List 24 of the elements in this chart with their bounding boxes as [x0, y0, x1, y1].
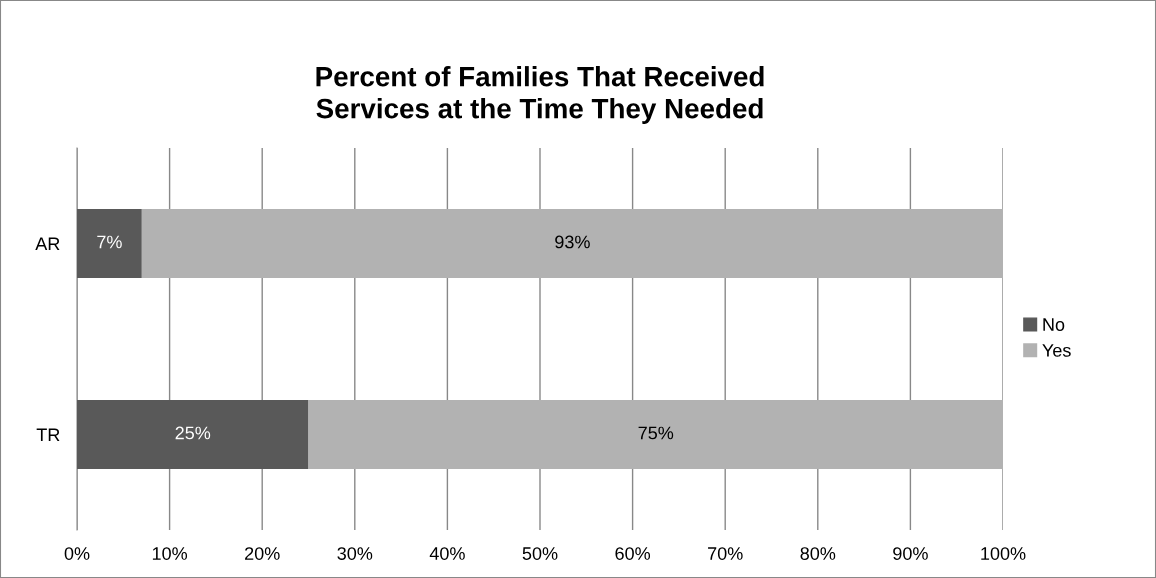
data-label: 25% — [175, 426, 211, 440]
x-tick-label: 60% — [615, 547, 651, 560]
legend-label: Yes — [1042, 344, 1071, 357]
x-tick-label: 100% — [981, 547, 1026, 560]
bar — [77, 400, 309, 469]
x-tick-label: 30% — [337, 547, 373, 560]
x-tick-label: 70% — [708, 547, 743, 560]
x-tick-label: 80% — [800, 547, 836, 560]
x-tick-label: 50% — [522, 547, 558, 560]
legend-label: No — [1043, 318, 1065, 331]
data-label: 75% — [638, 426, 674, 440]
y-tick-label: TR — [36, 428, 60, 442]
bar — [308, 400, 1003, 469]
data-label: 7% — [97, 235, 122, 249]
y-tick-label: AR — [35, 237, 60, 251]
x-tick-label: 0% — [64, 547, 90, 560]
x-tick-label: 10% — [152, 547, 188, 560]
x-tick-label: 20% — [245, 547, 280, 560]
bar — [141, 209, 1003, 278]
chart-title: Percent of Families That Received Services at the Time They Needed — [316, 66, 764, 124]
x-tick-label: 40% — [429, 547, 465, 560]
x-tick-label: 90% — [893, 547, 928, 560]
bar — [77, 209, 142, 278]
data-label: 93% — [555, 235, 590, 249]
